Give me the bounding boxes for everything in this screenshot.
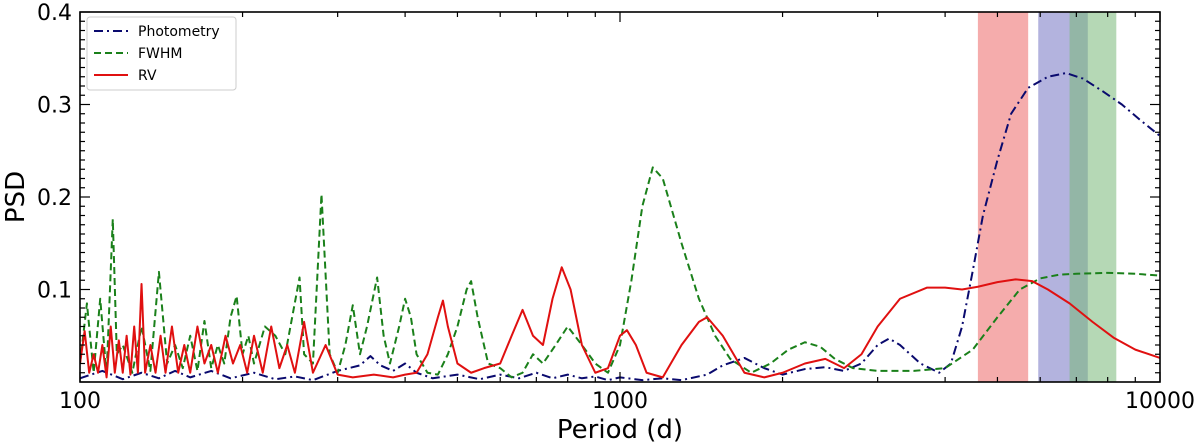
shaded-band-3 xyxy=(1069,12,1117,382)
axis-ticks xyxy=(79,11,1161,383)
x-tick-label: 1000 xyxy=(592,389,648,414)
y-tick-label: 0.2 xyxy=(37,186,72,211)
tick-labels: 100 1000 10000 0.1 0.2 0.3 0.4 xyxy=(37,1,1195,414)
legend-label-fwhm: FWHM xyxy=(138,46,183,62)
x-tick-label: 100 xyxy=(59,389,101,414)
shaded-band-1 xyxy=(977,12,1029,382)
legend: Photometry FWHM RV xyxy=(86,16,237,91)
shaded-bands xyxy=(977,12,1117,382)
series-line-rv xyxy=(80,266,1160,379)
x-tick-label: 10000 xyxy=(1125,389,1195,414)
y-tick-label: 0.3 xyxy=(37,94,72,119)
x-axis-title: Period (d) xyxy=(557,415,683,445)
legend-box xyxy=(86,16,237,91)
y-tick-label: 0.1 xyxy=(37,279,72,304)
legend-label-rv: RV xyxy=(138,68,157,84)
y-axis-title: PSD xyxy=(1,171,31,223)
y-tick-label: 0.4 xyxy=(37,1,72,26)
legend-label-photometry: Photometry xyxy=(138,24,220,40)
